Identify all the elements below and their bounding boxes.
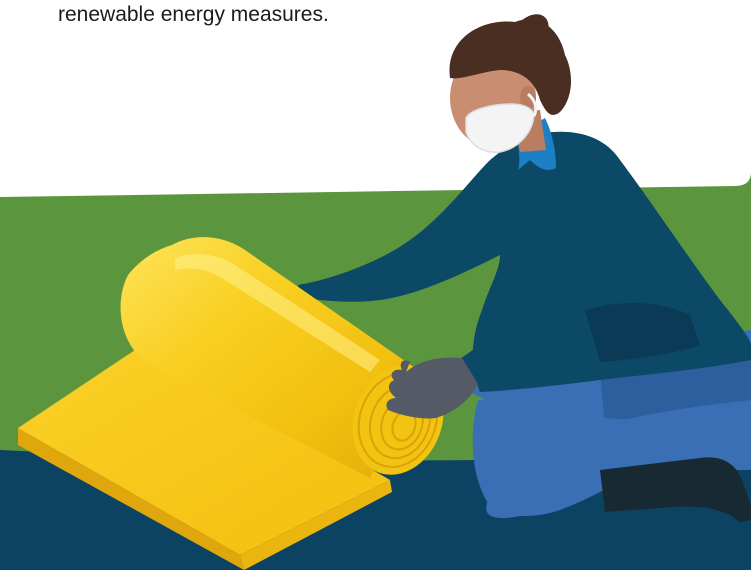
insulation-bat-side-right	[240, 480, 392, 570]
ear	[520, 86, 536, 110]
boot	[600, 457, 751, 522]
insulation-roll-body	[120, 237, 418, 478]
insulation-bat-top	[18, 340, 390, 555]
caption-text: renewable energy measures.	[58, 3, 329, 26]
shirt-shadow	[585, 303, 700, 362]
hair	[449, 19, 572, 115]
insulation-bat-side	[18, 428, 244, 570]
person-icon	[298, 14, 751, 522]
jeans-front-leg	[472, 398, 660, 516]
ponytail	[520, 14, 549, 40]
insulation-roll-icon	[18, 237, 444, 570]
face-mask-icon	[465, 103, 535, 153]
shirt-arm	[458, 250, 563, 385]
insulation-roll-highlight	[175, 254, 380, 372]
mask-strap	[526, 92, 538, 117]
glove-icon	[386, 357, 478, 419]
